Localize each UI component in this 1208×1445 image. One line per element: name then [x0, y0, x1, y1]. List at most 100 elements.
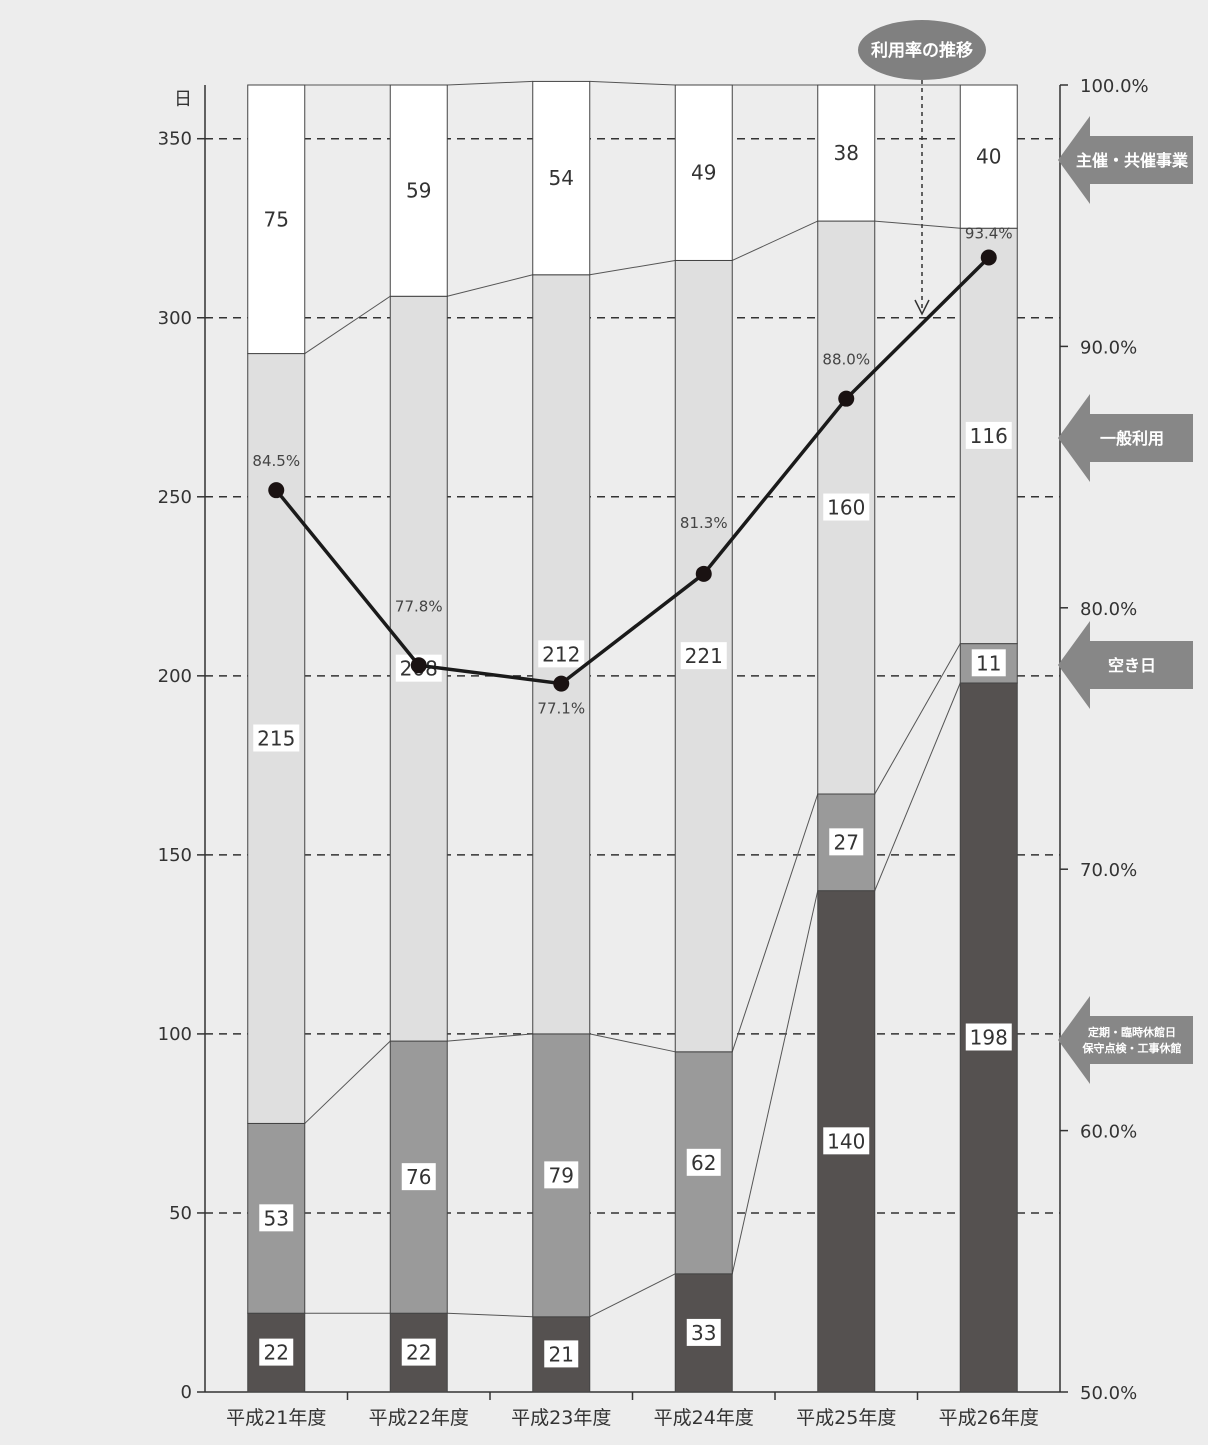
data-label: 38	[834, 141, 859, 165]
stack-connector	[874, 643, 961, 795]
line-point	[410, 657, 427, 674]
x-category-label: 平成24年度	[654, 1407, 754, 1429]
y-right-tick-label: 60.0%	[1080, 1122, 1137, 1143]
line-point-label: 81.3%	[680, 514, 728, 532]
data-label: 49	[691, 161, 716, 185]
stack-connector	[589, 80, 676, 86]
legend-arrow	[1058, 116, 1193, 204]
line-point-label: 77.8%	[395, 597, 443, 615]
bar-segment	[389, 84, 448, 297]
legend-arrow-label: 空き日	[1108, 656, 1156, 675]
stack-connector	[589, 1033, 676, 1053]
data-label: 198	[970, 1025, 1008, 1049]
y-right-tick-label: 50.0%	[1080, 1383, 1137, 1404]
callout-bubble	[858, 20, 986, 80]
stack-connector	[447, 1033, 533, 1042]
stack-connector	[447, 80, 533, 86]
data-label-box	[253, 724, 300, 752]
data-label-box	[686, 1318, 721, 1346]
legend-arrow-label: 保守点検・工事休館	[1082, 1041, 1182, 1055]
data-label: 54	[549, 166, 574, 190]
data-label-box	[686, 1148, 721, 1176]
stack-connector	[304, 1040, 391, 1124]
data-label: 76	[406, 1165, 431, 1189]
data-label: 40	[976, 145, 1001, 169]
y-right-tick-label: 90.0%	[1080, 337, 1137, 358]
data-label-box	[401, 1338, 436, 1366]
stack-connector	[589, 259, 676, 276]
bar-segment	[674, 84, 733, 261]
data-label: 62	[691, 1151, 716, 1175]
stack-connector	[874, 220, 961, 229]
bar-segment	[959, 84, 1018, 229]
data-label-box	[965, 1023, 1012, 1051]
stack-connector	[874, 682, 961, 891]
y-left-tick-label: 300	[158, 308, 192, 329]
line-point	[980, 249, 997, 266]
y-left-tick-label: 0	[181, 1382, 192, 1403]
data-label: 11	[976, 651, 1001, 675]
stack-connector	[447, 274, 533, 297]
x-category-label: 平成23年度	[511, 1407, 611, 1429]
data-label: 75	[264, 207, 289, 231]
legend-arrow	[1058, 394, 1193, 482]
data-label-box	[544, 1340, 579, 1368]
line-point	[553, 675, 570, 692]
legend-arrow-label: 主催・共催事業	[1076, 151, 1189, 170]
legend-arrow-label: 一般利用	[1100, 429, 1164, 448]
utilization-line	[274, 256, 990, 686]
data-label: 212	[542, 642, 580, 666]
data-label-box	[823, 493, 870, 521]
data-label: 21	[549, 1342, 574, 1366]
stack-connector	[732, 220, 818, 261]
data-label-box	[538, 640, 585, 668]
line-point	[268, 482, 285, 499]
data-label-box	[401, 1163, 436, 1191]
line-point	[838, 390, 855, 407]
y-left-tick-label: 50	[169, 1203, 192, 1224]
data-label: 33	[691, 1321, 716, 1345]
data-label: 22	[406, 1341, 431, 1365]
data-label-box	[259, 1338, 294, 1366]
y-left-tick-label: 350	[158, 129, 192, 150]
data-label-box	[259, 1204, 294, 1232]
x-category-label: 平成22年度	[369, 1407, 469, 1429]
data-label-box	[829, 828, 864, 856]
x-category-label: 平成26年度	[939, 1407, 1039, 1429]
data-label: 160	[827, 496, 865, 520]
data-label-box	[544, 1161, 579, 1189]
stack-connector	[304, 295, 391, 354]
y-left-unit: 日	[174, 89, 192, 110]
data-label-box	[965, 421, 1012, 449]
data-label-box	[680, 642, 727, 670]
stack-connector	[731, 793, 819, 1052]
data-label: 27	[834, 830, 859, 854]
callout-arrowhead	[914, 299, 930, 316]
bar-segment	[817, 84, 876, 222]
stack-connector	[589, 1273, 676, 1318]
data-label: 53	[264, 1206, 289, 1230]
data-label: 22	[264, 1341, 289, 1365]
line-point-label: 88.0%	[822, 351, 870, 369]
y-left-tick-label: 200	[158, 666, 192, 687]
data-label: 215	[257, 727, 295, 751]
legend-arrow	[1058, 996, 1193, 1084]
x-category-label: 平成25年度	[796, 1407, 896, 1429]
y-left-tick-label: 250	[158, 487, 192, 508]
legend-arrow	[1058, 621, 1193, 709]
y-left-tick-label: 150	[158, 845, 192, 866]
callout-text: 利用率の推移	[871, 40, 973, 61]
legend-arrow-label: 定期・臨時休館日	[1088, 1025, 1176, 1039]
y-right-tick-label: 80.0%	[1080, 599, 1137, 620]
data-label-box	[823, 1127, 870, 1155]
x-category-label: 平成21年度	[226, 1407, 326, 1429]
line-point	[695, 565, 712, 582]
y-left-tick-label: 100	[158, 1024, 192, 1045]
y-right-tick-label: 70.0%	[1080, 860, 1137, 881]
line-point-label: 93.4%	[965, 225, 1013, 243]
stack-connector	[731, 890, 819, 1274]
data-label: 59	[406, 179, 431, 203]
data-label-box	[971, 649, 1006, 677]
